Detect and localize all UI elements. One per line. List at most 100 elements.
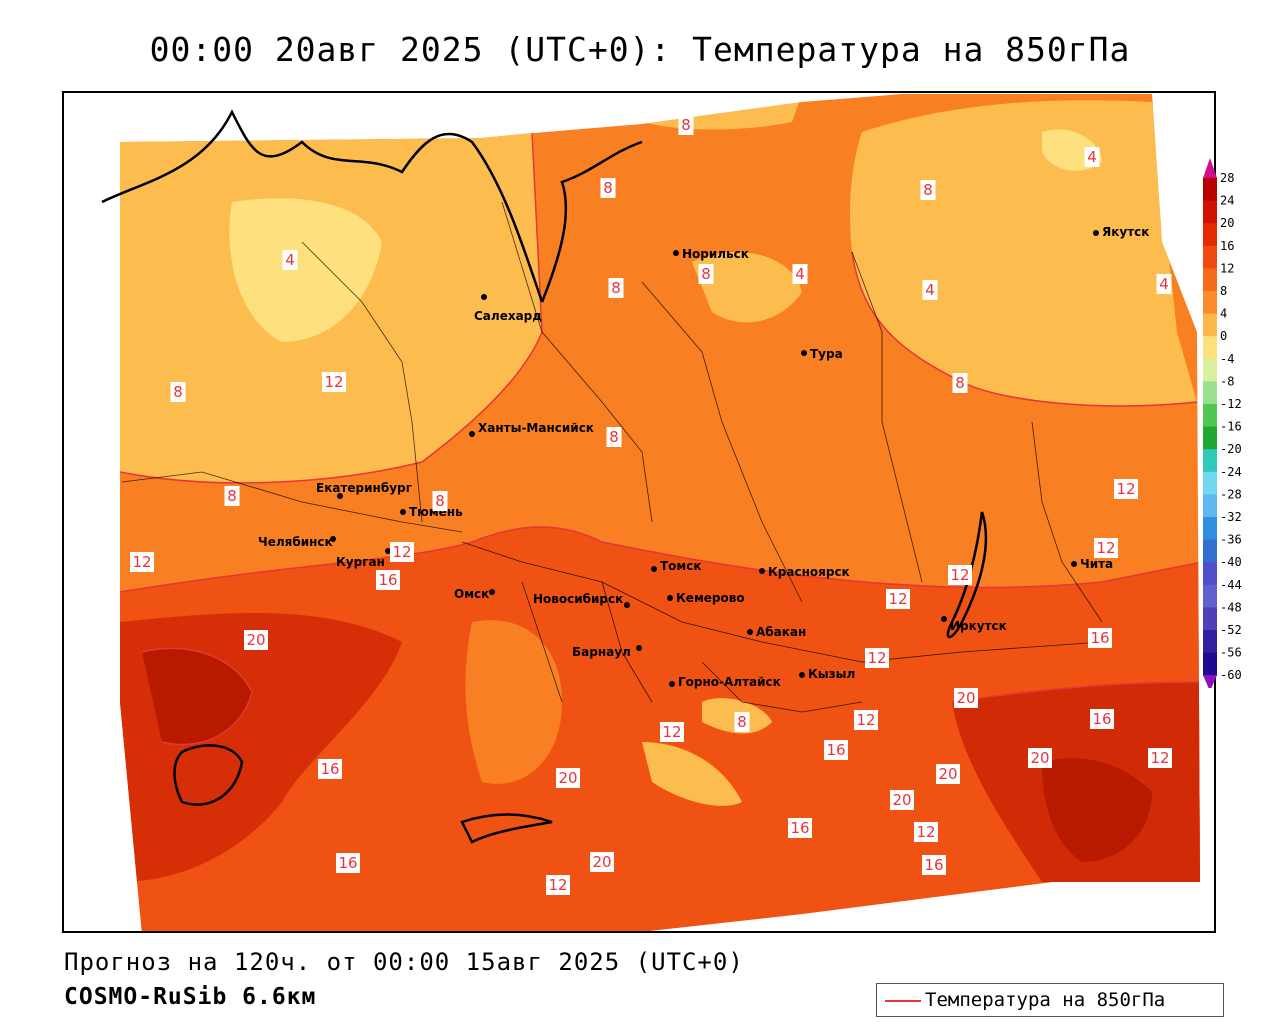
city-marker: Екатеринбург (316, 481, 412, 499)
city-label: Курган (336, 555, 385, 569)
city-label: Ханты-Мансийск (478, 421, 594, 435)
isotherm-label-box (1094, 538, 1118, 558)
forecast-info: Прогноз на 120ч. от 00:00 15авг 2025 (UT… (64, 948, 744, 976)
isotherm-label-box (336, 853, 360, 873)
colorbar-tick-label: -40 (1220, 555, 1242, 569)
isotherm-label-text: 16 (826, 741, 845, 759)
city-label: Чита (1080, 557, 1113, 571)
city-label: Екатеринбург (316, 481, 412, 495)
isotherm-label: 8 (952, 373, 968, 393)
isotherm-label: 20 (556, 768, 580, 788)
isotherm-label-text: 16 (320, 760, 339, 778)
isotherm-label-text: 16 (1092, 710, 1111, 728)
isotherm-label: 12 (854, 710, 878, 730)
isotherm-label-box (546, 875, 570, 895)
colorbar-segment (1203, 313, 1217, 337)
city-marker: Кемерово (667, 591, 745, 605)
isotherm-label-box (678, 115, 694, 135)
isotherm-label-box (890, 790, 914, 810)
city-marker: Новосибирск (533, 592, 630, 608)
isotherm-label-box (322, 372, 346, 392)
isotherm-label-text: 12 (867, 649, 886, 667)
isotherm-label-text: 4 (1159, 275, 1169, 293)
city-marker: Омск (454, 587, 495, 601)
isotherm-label-text: 20 (558, 769, 577, 787)
colorbar-tick-label: -8 (1220, 374, 1234, 388)
colorbar-bottom-arrow (1203, 675, 1217, 688)
city-marker: Ханты-Мансийск (469, 421, 594, 437)
city-label: Горно-Алтайск (678, 675, 781, 689)
isotherm-label-text: 4 (1087, 148, 1097, 166)
isotherm-label: 8 (920, 180, 936, 200)
city-marker: Красноярск (759, 565, 850, 579)
map-title: 00:00 20авг 2025 (UTC+0): Температура на… (149, 30, 1131, 69)
colorbar-segment (1203, 630, 1217, 654)
isotherm-label: 16 (788, 818, 812, 838)
city-label: Омск (454, 587, 489, 601)
isotherm-label: 20 (244, 630, 268, 650)
colorbar-segment (1203, 426, 1217, 450)
colorbar-tick-label: -48 (1220, 600, 1242, 614)
isotherm-label-box (698, 264, 714, 284)
isotherm-label-text: 20 (1030, 749, 1049, 767)
city-dot (651, 566, 657, 572)
isotherm-label: 20 (1028, 748, 1052, 768)
colorbar-tick-label: -28 (1220, 487, 1242, 501)
city-dot (759, 568, 765, 574)
isotherm-label: 12 (660, 722, 684, 742)
city-label: Салехард (474, 309, 542, 323)
colorbar-segment (1203, 404, 1217, 428)
colorbar-segment (1203, 517, 1217, 541)
isotherm-label-box (590, 852, 614, 872)
isotherm-label: 8 (224, 486, 240, 506)
city-dot (636, 645, 642, 651)
isotherm-label-text: 8 (603, 179, 613, 197)
isotherm-label-text: 20 (956, 689, 975, 707)
isotherm-label: 12 (865, 648, 889, 668)
city-label: Якутск (1102, 225, 1149, 239)
isotherm-label-box (130, 552, 154, 572)
isotherm-label-text: 16 (790, 819, 809, 837)
colorbar-tick-label: -20 (1220, 442, 1242, 456)
isotherm-label-text: 12 (392, 543, 411, 561)
isotherm-label-box (224, 486, 240, 506)
isotherm-label: 4 (792, 264, 808, 284)
city-label: Тура (810, 347, 843, 361)
isotherm-label: 20 (936, 764, 960, 784)
colorbar-segment (1203, 607, 1217, 631)
colorbar-tick-label: 4 (1220, 307, 1227, 321)
city-label: Барнаул (572, 645, 631, 659)
colorbar-tick-label: -24 (1220, 465, 1242, 479)
isotherm-label-box (244, 630, 268, 650)
city-marker: Челябинск (258, 535, 336, 549)
colorbar-tick-label: -16 (1220, 420, 1242, 434)
isotherm-label: 12 (1094, 538, 1118, 558)
city-dot (941, 616, 947, 622)
isotherm-label-text: 12 (1116, 480, 1135, 498)
colorbar-tick-label: -4 (1220, 352, 1234, 366)
city-dot (667, 595, 673, 601)
isotherm-label: 4 (282, 250, 298, 270)
isotherm-label: 16 (376, 570, 400, 590)
city-label: Красноярск (768, 565, 850, 579)
isotherm-label-text: 12 (950, 566, 969, 584)
isotherm-label-text: 8 (611, 279, 621, 297)
colorbar-segment (1203, 381, 1217, 405)
city-label: Иркутск (950, 619, 1007, 633)
isotherm-label-text: 20 (938, 765, 957, 783)
isotherm-label-text: 8 (173, 383, 183, 401)
isotherm-label-box (954, 688, 978, 708)
isotherm-label: 12 (886, 589, 910, 609)
isotherm-label-text: 12 (888, 590, 907, 608)
colorbar-tick-label: 8 (1220, 284, 1227, 298)
isotherm-label-box (824, 740, 848, 760)
isotherm-label: 12 (130, 552, 154, 572)
isotherm-label: 8 (170, 382, 186, 402)
colorbar-tick-label: -52 (1220, 623, 1242, 637)
city-marker: Барнаул (572, 645, 642, 659)
isotherm-label-text: 12 (662, 723, 681, 741)
isotherm-label-box (390, 542, 414, 562)
isotherm-label-box (600, 178, 616, 198)
colorbar-tick-label: -32 (1220, 510, 1242, 524)
isotherm-label-text: 8 (227, 487, 237, 505)
